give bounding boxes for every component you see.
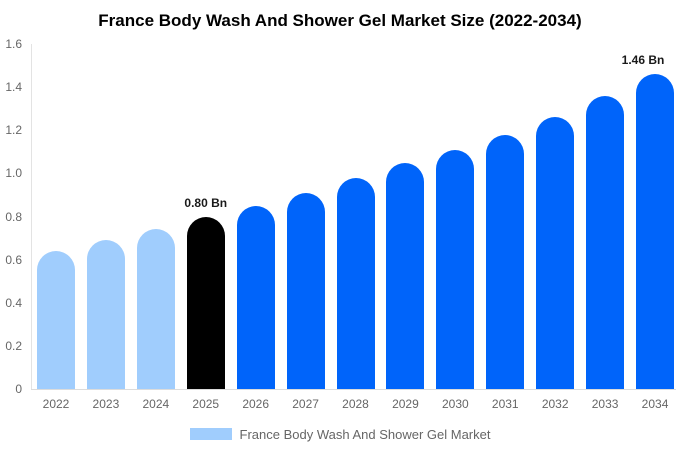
- x-tick-label-2026: 2026: [242, 397, 270, 411]
- x-tick-label-2024: 2024: [142, 397, 170, 411]
- x-axis-line: [31, 389, 676, 390]
- bar-2025[interactable]: [186, 216, 225, 389]
- x-tick-label-2033: 2033: [591, 397, 619, 411]
- x-tick-label-2027: 2027: [292, 397, 319, 411]
- x-tick-label-2032: 2032: [541, 397, 569, 411]
- bar-2034[interactable]: [636, 74, 675, 389]
- bar-2032[interactable]: [536, 117, 575, 389]
- x-tick-label-2023: 2023: [92, 397, 120, 411]
- x-tick-label-2034: 2034: [641, 397, 669, 411]
- bar-2027[interactable]: [286, 192, 325, 389]
- y-tick-label-1.4: 1.4: [5, 80, 22, 95]
- value-label-2025: 0.80 Bn: [184, 195, 228, 210]
- y-tick-label-1.2: 1.2: [5, 123, 22, 138]
- bar-2030[interactable]: [436, 149, 475, 389]
- legend-swatch: [189, 428, 232, 440]
- bar-2029[interactable]: [386, 162, 425, 389]
- y-tick-label-0.2: 0.2: [5, 338, 22, 353]
- y-tick-label-0.8: 0.8: [5, 209, 22, 224]
- bar-2024[interactable]: [136, 229, 175, 389]
- bar-2031[interactable]: [486, 134, 525, 389]
- x-tick-label-2029: 2029: [392, 397, 419, 411]
- legend-label: France Body Wash And Shower Gel Market: [239, 426, 491, 442]
- value-label-2034: 1.46 Bn: [621, 53, 665, 68]
- bar-2023[interactable]: [86, 240, 125, 389]
- bar-2033[interactable]: [586, 95, 625, 389]
- legend-item[interactable]: France Body Wash And Shower Gel Market: [0, 426, 680, 442]
- x-tick-label-2022: 2022: [42, 397, 70, 411]
- y-axis-line: [31, 44, 32, 389]
- y-tick-label-1.6: 1.6: [5, 37, 22, 51]
- x-tick-label-2031: 2031: [491, 397, 519, 411]
- y-tick-label-0.6: 0.6: [5, 252, 22, 267]
- chart-title: France Body Wash And Shower Gel Market S…: [98, 11, 582, 30]
- x-tick-label-2028: 2028: [342, 397, 369, 411]
- x-tick-label-2025: 2025: [192, 397, 220, 411]
- bar-2026[interactable]: [236, 205, 275, 389]
- y-tick-label-1.0: 1.0: [5, 166, 22, 181]
- y-tick-label-0.4: 0.4: [5, 295, 22, 310]
- bar-2028[interactable]: [336, 177, 375, 389]
- bar-2022[interactable]: [37, 251, 75, 389]
- y-tick-label-0: 0: [15, 382, 22, 396]
- x-tick-label-2030: 2030: [442, 397, 469, 411]
